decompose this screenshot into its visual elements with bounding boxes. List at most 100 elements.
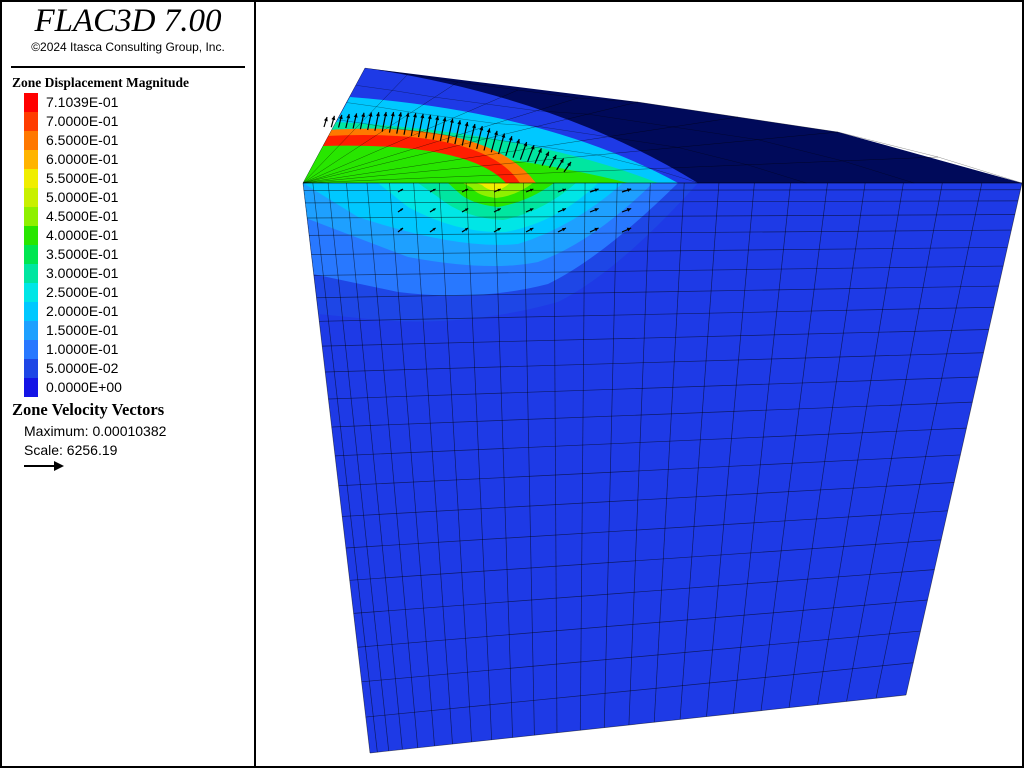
velocity-vector — [589, 188, 599, 193]
velocity-vector — [432, 115, 440, 140]
velocity-vector — [476, 125, 484, 149]
velocity-vector — [621, 207, 632, 213]
velocity-vector — [512, 138, 520, 158]
color-swatch — [24, 302, 38, 321]
color-swatch — [24, 321, 38, 340]
velocity-vector — [397, 208, 404, 213]
color-swatch — [24, 283, 38, 302]
velocity-vector — [381, 111, 388, 132]
color-scale-label: 2.5000E-01 — [46, 284, 119, 300]
velocity-vector — [352, 113, 358, 129]
velocity-vector — [403, 112, 410, 135]
color-scale-label: 5.5000E-01 — [46, 170, 119, 186]
velocity-vector — [345, 113, 351, 129]
color-swatch — [24, 93, 38, 112]
color-scale-label: 6.5000E-01 — [46, 132, 119, 148]
velocity-vector — [397, 188, 404, 193]
velocity-vector — [505, 136, 513, 157]
velocity-vector — [397, 227, 404, 233]
velocity-vector — [589, 207, 599, 213]
velocity-vector — [429, 207, 436, 213]
velocity-vector — [483, 128, 491, 151]
velocity-vector — [493, 227, 502, 233]
velocity-vector — [367, 112, 373, 131]
velocity-vector — [557, 207, 567, 213]
velocity-vector — [454, 120, 462, 145]
velocity-vector — [396, 112, 403, 134]
velocity-maximum: Maximum: 0.00010382 — [24, 423, 167, 439]
velocity-vector — [429, 188, 436, 193]
color-scale-label: 4.5000E-01 — [46, 208, 119, 224]
color-scale-label: 5.0000E-01 — [46, 189, 119, 205]
color-scale-label: 7.0000E-01 — [46, 113, 119, 129]
velocity-vector — [468, 123, 476, 148]
color-scale-label: 1.5000E-01 — [46, 322, 119, 338]
velocity-vector — [527, 144, 535, 162]
velocity-vector — [621, 227, 632, 233]
color-scale-swatches — [24, 93, 38, 397]
velocity-vector — [330, 115, 336, 128]
velocity-vector — [425, 114, 432, 139]
velocity-vector — [534, 148, 542, 164]
velocity-vector — [429, 227, 436, 233]
title-divider — [11, 66, 245, 68]
velocity-vector — [621, 188, 632, 193]
copyright-text: ©2024 Itasca Consulting Group, Inc. — [31, 40, 225, 54]
color-swatch — [24, 378, 38, 397]
color-scale-labels: 7.1039E-01 7.0000E-01 6.5000E-01 6.0000E-01… — [46, 93, 122, 397]
mesh-grid — [302, 67, 1022, 754]
velocity-vector — [519, 141, 528, 160]
velocity-scale-arrow-icon — [24, 461, 64, 471]
velocity-scale: Scale: 6256.19 — [24, 442, 118, 458]
velocity-vector — [525, 188, 534, 193]
velocity-vector — [337, 114, 343, 128]
velocity-vector — [447, 118, 454, 143]
velocity-vector — [461, 121, 469, 146]
color-scale-label: 3.5000E-01 — [46, 246, 119, 262]
velocity-vector — [557, 188, 567, 193]
velocity-vector — [410, 113, 417, 137]
color-scale-label: 3.0000E-01 — [46, 265, 119, 281]
velocity-vector — [490, 130, 498, 153]
velocity-vector — [388, 111, 395, 133]
color-swatch — [24, 245, 38, 264]
color-scale-label: 5.0000E-02 — [46, 360, 119, 376]
velocity-vector — [374, 111, 380, 131]
color-swatch — [24, 112, 38, 131]
velocity-vector — [323, 116, 328, 128]
top-face-contours — [303, 68, 698, 183]
velocity-vector — [461, 188, 469, 193]
velocity-vector — [556, 158, 565, 171]
velocity-vector — [548, 154, 557, 168]
velocity-vector — [493, 207, 502, 213]
color-swatch — [24, 207, 38, 226]
model-viewport[interactable] — [258, 2, 1022, 766]
velocity-vector — [417, 113, 425, 138]
model-side-face — [303, 183, 1022, 753]
color-scale-label: 4.0000E-01 — [46, 227, 119, 243]
color-swatch — [24, 359, 38, 378]
app-title: FLAC3D 7.00 — [34, 3, 222, 39]
color-scale-label: 6.0000E-01 — [46, 151, 119, 167]
velocity-vector — [541, 151, 550, 166]
color-swatch — [24, 169, 38, 188]
color-scale-label: 1.0000E-01 — [46, 341, 119, 357]
legend-panel: FLAC3D 7.00 ©2024 Itasca Consulting Grou… — [0, 0, 256, 768]
velocity-vector — [557, 227, 567, 233]
color-swatch — [24, 226, 38, 245]
color-swatch — [24, 188, 38, 207]
velocity-vector — [563, 161, 572, 173]
color-scale-label: 0.0000E+00 — [46, 379, 122, 395]
velocity-vector — [589, 227, 599, 233]
velocity-vector — [461, 227, 469, 233]
velocity-vector — [439, 117, 447, 142]
velocity-vector — [461, 207, 469, 213]
velocity-vector — [525, 227, 534, 233]
color-swatch — [24, 131, 38, 150]
velocity-vector — [359, 112, 366, 130]
color-scale-label: 7.1039E-01 — [46, 94, 119, 110]
velocity-vector — [493, 188, 502, 193]
color-swatch — [24, 340, 38, 359]
color-swatch — [24, 150, 38, 169]
